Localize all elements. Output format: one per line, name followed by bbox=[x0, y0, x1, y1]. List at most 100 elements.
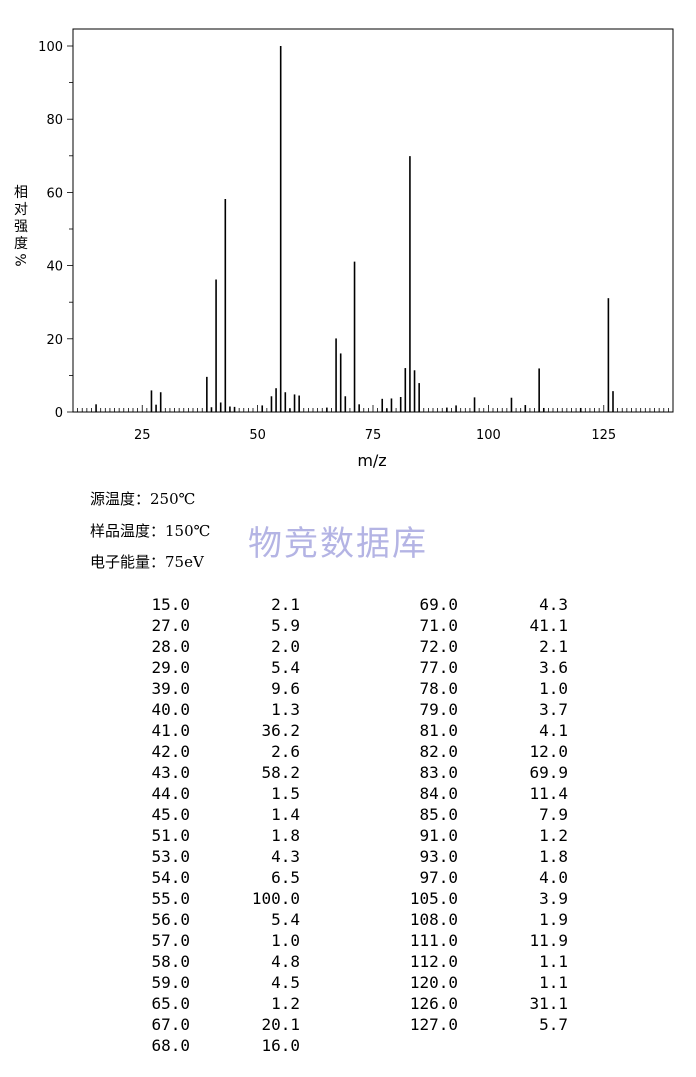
intensity-cell: 1.1 bbox=[539, 973, 568, 992]
table-row: 57.0 1.0 111.0 11.9 bbox=[0, 931, 696, 952]
intensity-cell: 31.1 bbox=[529, 994, 568, 1013]
mz-cell: 56.0 bbox=[151, 910, 190, 929]
mz-cell: 67.0 bbox=[151, 1015, 190, 1034]
mz-cell: 91.0 bbox=[419, 826, 458, 845]
x-tick-label: 25 bbox=[134, 428, 151, 443]
table-row: 28.0 2.0 72.0 2.1 bbox=[0, 637, 696, 658]
intensity-cell: 3.7 bbox=[539, 700, 568, 719]
intensity-cell: 2.0 bbox=[271, 637, 300, 656]
table-row: 27.0 5.9 71.0 41.1 bbox=[0, 616, 696, 637]
intensity-cell: 2.1 bbox=[271, 595, 300, 614]
intensity-cell: 69.9 bbox=[529, 763, 568, 782]
table-row: 51.0 1.8 91.0 1.2 bbox=[0, 826, 696, 847]
intensity-cell: 5.9 bbox=[271, 616, 300, 635]
table-row: 58.0 4.8 112.0 1.1 bbox=[0, 952, 696, 973]
x-axis-label: m/z bbox=[357, 451, 386, 470]
watermark: 物竞数据库 bbox=[248, 524, 428, 564]
mz-cell: 40.0 bbox=[151, 700, 190, 719]
mz-cell: 58.0 bbox=[151, 952, 190, 971]
x-tick-label: 50 bbox=[249, 428, 266, 443]
mz-cell: 69.0 bbox=[419, 595, 458, 614]
intensity-cell: 16.0 bbox=[261, 1036, 300, 1055]
mz-cell: 85.0 bbox=[419, 805, 458, 824]
intensity-cell: 3.6 bbox=[539, 658, 568, 677]
intensity-cell: 2.1 bbox=[539, 637, 568, 656]
intensity-cell: 2.6 bbox=[271, 742, 300, 761]
intensity-cell: 1.0 bbox=[539, 679, 568, 698]
table-row: 39.0 9.6 78.0 1.0 bbox=[0, 679, 696, 700]
mz-cell: 41.0 bbox=[151, 721, 190, 740]
intensity-cell: 11.9 bbox=[529, 931, 568, 950]
mz-cell: 44.0 bbox=[151, 784, 190, 803]
mz-cell: 97.0 bbox=[419, 868, 458, 887]
sample-temperature: 样品温度：150℃ bbox=[90, 522, 211, 540]
mz-cell: 27.0 bbox=[151, 616, 190, 635]
table-row: 56.0 5.4 108.0 1.9 bbox=[0, 910, 696, 931]
intensity-cell: 1.0 bbox=[271, 931, 300, 950]
mz-cell: 82.0 bbox=[419, 742, 458, 761]
table-row: 43.0 58.2 83.0 69.9 bbox=[0, 763, 696, 784]
intensity-cell: 4.3 bbox=[271, 847, 300, 866]
mz-cell: 68.0 bbox=[151, 1036, 190, 1055]
mz-cell: 45.0 bbox=[151, 805, 190, 824]
mz-cell: 83.0 bbox=[419, 763, 458, 782]
intensity-cell: 1.4 bbox=[271, 805, 300, 824]
mz-cell: 39.0 bbox=[151, 679, 190, 698]
table-row: 54.0 6.5 97.0 4.0 bbox=[0, 868, 696, 889]
mz-cell: 72.0 bbox=[419, 637, 458, 656]
y-tick-label: 20 bbox=[46, 333, 63, 348]
y-tick-label: 60 bbox=[46, 186, 63, 201]
table-row: 40.0 1.3 79.0 3.7 bbox=[0, 700, 696, 721]
intensity-cell: 1.3 bbox=[271, 700, 300, 719]
table-row: 29.0 5.4 77.0 3.6 bbox=[0, 658, 696, 679]
intensity-cell: 11.4 bbox=[529, 784, 568, 803]
intensity-cell: 1.1 bbox=[539, 952, 568, 971]
intensity-cell: 5.4 bbox=[271, 658, 300, 677]
intensity-cell: 58.2 bbox=[261, 763, 300, 782]
mz-cell: 51.0 bbox=[151, 826, 190, 845]
mz-cell: 112.0 bbox=[409, 952, 458, 971]
svg-text:强: 强 bbox=[14, 219, 28, 235]
table-row: 68.0 16.0 bbox=[0, 1036, 696, 1057]
mz-cell: 59.0 bbox=[151, 973, 190, 992]
mz-cell: 29.0 bbox=[151, 658, 190, 677]
table-row: 42.0 2.6 82.0 12.0 bbox=[0, 742, 696, 763]
mz-cell: 93.0 bbox=[419, 847, 458, 866]
mz-cell: 81.0 bbox=[419, 721, 458, 740]
intensity-cell: 4.1 bbox=[539, 721, 568, 740]
table-row: 41.0 36.2 81.0 4.1 bbox=[0, 721, 696, 742]
table-row: 67.0 20.1 127.0 5.7 bbox=[0, 1015, 696, 1036]
mz-cell: 78.0 bbox=[419, 679, 458, 698]
mz-cell: 84.0 bbox=[419, 784, 458, 803]
mz-cell: 79.0 bbox=[419, 700, 458, 719]
intensity-cell: 9.6 bbox=[271, 679, 300, 698]
intensity-cell: 6.5 bbox=[271, 868, 300, 887]
mz-cell: 43.0 bbox=[151, 763, 190, 782]
intensity-cell: 20.1 bbox=[261, 1015, 300, 1034]
mz-cell: 28.0 bbox=[151, 637, 190, 656]
y-tick-label: 0 bbox=[55, 406, 63, 421]
plot-frame bbox=[72, 28, 674, 413]
svg-text:%: % bbox=[14, 253, 30, 266]
mz-cell: 77.0 bbox=[419, 658, 458, 677]
mz-cell: 126.0 bbox=[409, 994, 458, 1013]
intensity-cell: 3.9 bbox=[539, 889, 568, 908]
mz-cell: 71.0 bbox=[419, 616, 458, 635]
peak-bars bbox=[95, 46, 614, 412]
electron-energy: 电子能量：75eV bbox=[90, 553, 204, 571]
mz-cell: 120.0 bbox=[409, 973, 458, 992]
svg-text:对: 对 bbox=[14, 202, 28, 218]
intensity-cell: 41.1 bbox=[529, 616, 568, 635]
intensity-cell: 100.0 bbox=[251, 889, 300, 908]
x-tick-label: 100 bbox=[476, 428, 501, 443]
mz-cell: 65.0 bbox=[151, 994, 190, 1013]
mz-cell: 111.0 bbox=[409, 931, 458, 950]
y-axis-ticks: 0 20 40 60 80 100 bbox=[38, 40, 73, 421]
mz-cell: 54.0 bbox=[151, 868, 190, 887]
y-tick-label: 80 bbox=[46, 113, 63, 128]
x-axis-ticks: 25 50 75 100 125 bbox=[72, 405, 674, 443]
intensity-cell: 4.5 bbox=[271, 973, 300, 992]
intensity-cell: 1.8 bbox=[539, 847, 568, 866]
table-row: 59.0 4.5 120.0 1.1 bbox=[0, 973, 696, 994]
